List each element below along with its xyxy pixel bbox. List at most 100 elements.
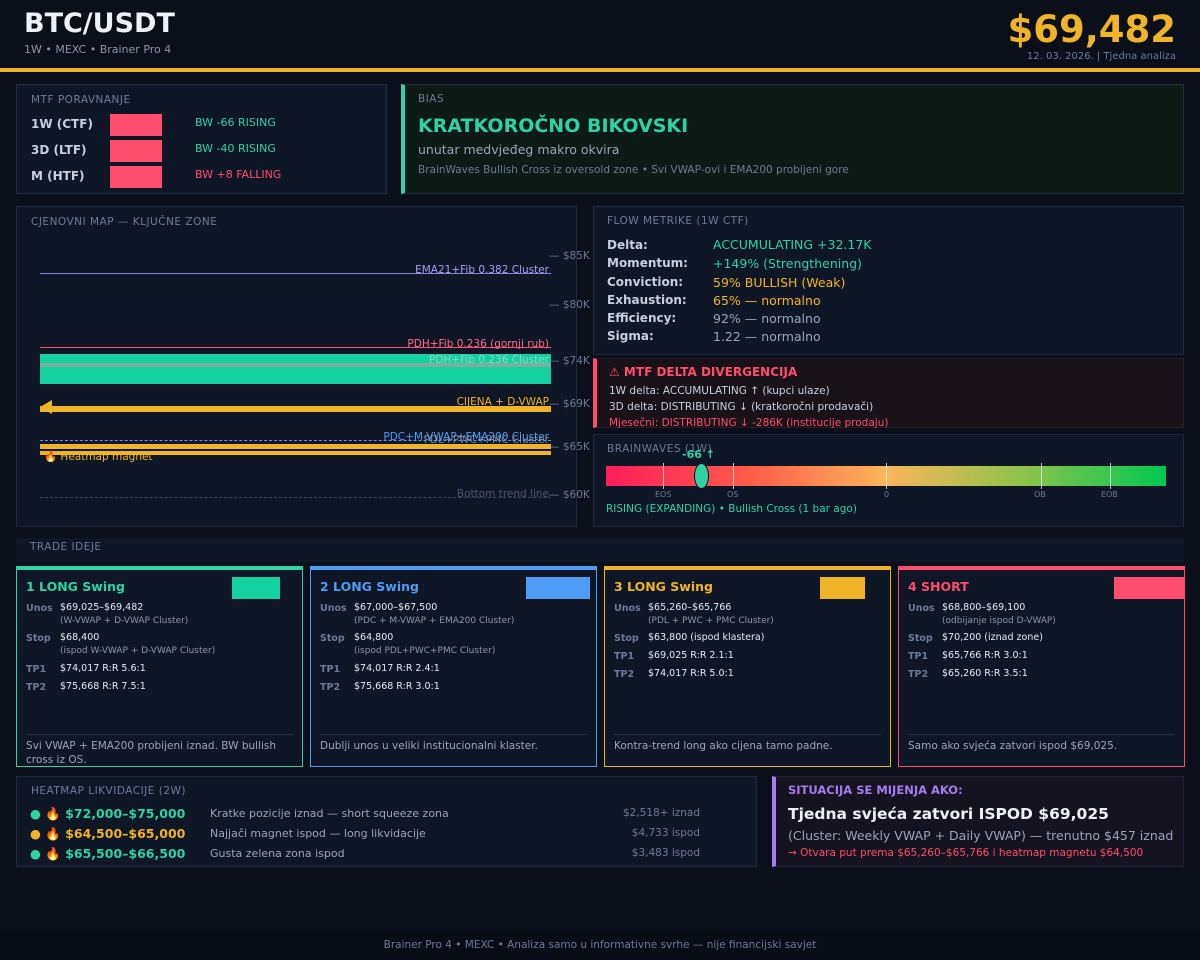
brainwaves-title: BRAINWAVES (1W) [607, 443, 713, 455]
heatmap-range: ● 🔥 $65,500–$66,500 [30, 846, 185, 862]
card-divider [26, 734, 293, 735]
tp2-label: TP2 [320, 682, 341, 693]
pdc-line [40, 440, 551, 441]
gauge-label: 0 [884, 490, 890, 499]
card-note: Dublji unos u veliki institucionalni kla… [320, 740, 538, 752]
divergence-line: 3D delta: DISTRIBUTING ↓ (kratkoročni pr… [609, 401, 874, 413]
entry-label: Unos [908, 603, 935, 614]
heatmap-band [40, 444, 551, 449]
heatmap-panel: HEATMAP LIKVIDACIJE (2W) ● 🔥 $72,000–$75… [16, 776, 757, 867]
gauge-tick-ob [1041, 463, 1042, 489]
flow-title: FLOW METRIKE (1W CTF) [607, 215, 749, 227]
brainwaves-status: RISING (EXPANDING) • Bullish Cross (1 ba… [606, 503, 857, 515]
heatmap-amount: $2,518+ iznad [622, 807, 700, 819]
heatmap-desc: Najjači magnet ispod — long likvidacije [210, 827, 426, 840]
entry-label: Unos [26, 603, 53, 614]
entry-note: (W-VWAP + D-VWAP Cluster) [60, 616, 189, 626]
price-tick: — $85K [549, 250, 590, 262]
stop-note: (ispod PDL+PWC+PMC Cluster) [354, 646, 496, 656]
stop-label: Stop [908, 633, 933, 644]
tp1-value: $74,017 R:R 2.4:1 [354, 663, 440, 674]
tp2-label: TP2 [26, 682, 47, 693]
bullet-icon: ● [30, 806, 41, 821]
tp1-value: $74,017 R:R 5.6:1 [60, 663, 146, 674]
analysis-date: 12. 03. 2026. | Tjedna analiza [1026, 51, 1176, 62]
pdc-label: PDC+M-VWAP+EMA200 Cluster [383, 431, 549, 443]
card-divider [320, 734, 587, 735]
card-accent [604, 566, 891, 570]
tp2-value: $75,668 R:R 3.0:1 [354, 681, 440, 692]
heatmap-amount: $4,733 ispod [631, 827, 700, 839]
fire-icon: 🔥 [45, 806, 61, 821]
card-note: Svi VWAP + EMA200 probijeni iznad. BW bu… [26, 740, 277, 766]
card-heading: 2 LONG Swing [320, 579, 419, 594]
mtf-tf-label: 3D (LTF) [31, 143, 87, 157]
card-divider [908, 734, 1175, 735]
heatmap-title: HEATMAP LIKVIDACIJE (2W) [31, 785, 186, 797]
tp1-label: TP1 [614, 651, 635, 662]
bias-headline: KRATKOROČNO BIKOVSKI [418, 115, 689, 137]
entry-note: (odbijanje ispod D-VWAP) [942, 616, 1056, 626]
mtf-tf-label: 1W (CTF) [31, 117, 93, 131]
mtf-bar [110, 140, 162, 162]
tp2-value: $74,017 R:R 5.0:1 [648, 668, 734, 679]
ema21-label: EMA21+Fib 0.382 Cluster [415, 264, 549, 276]
trade-card: 1 LONG Swing Unos $69,025–$69,482 (W-VWA… [16, 566, 303, 767]
bias-subline: unutar medvjeđeg makro okvira [418, 142, 620, 157]
gauge-tick-eos [663, 463, 664, 489]
flow-value: +149% (Strengthening) [713, 256, 862, 271]
flow-key: Momentum: [607, 256, 688, 270]
trade-card: 3 LONG Swing Unos $65,260–$65,766 (PDL +… [604, 566, 891, 767]
pdl-label: PDL+PWC+PMC Cluster [423, 434, 549, 446]
divergence-title: ⚠ MTF DELTA DIVERGENCIJA [609, 365, 798, 379]
fire-icon: 🔥 [44, 451, 58, 463]
entry-value: $69,025–$69,482 [60, 602, 144, 613]
trade-ideas-title: TRADE IDEJE [30, 541, 102, 553]
stop-value: $70,200 (iznad zone) [942, 632, 1043, 643]
flow-value: 59% BULLISH (Weak) [713, 275, 846, 290]
gauge-value: -66 ↑ [682, 448, 715, 461]
mtf-bar [110, 166, 162, 188]
situation-title: SITUACIJA SE MIJENJA AKO: [788, 783, 963, 797]
heatmap-band [40, 451, 551, 455]
divergence-line: 1W delta: ACCUMULATING ↑ (kupci ulaze) [609, 385, 830, 397]
footer: Brainer Pro 4 • MEXC • Analiza samo u in… [0, 930, 1200, 960]
zone-midline [40, 363, 551, 367]
tp1-label: TP1 [320, 664, 341, 675]
stop-value: $63,800 (ispod klastera) [648, 632, 765, 643]
card-chip [526, 577, 590, 599]
pdh-line [40, 347, 551, 348]
price-map-title: CJENOVNI MAP — KLJUČNE ZONE [31, 216, 218, 228]
card-chip [1114, 577, 1185, 599]
fire-icon: 🔥 [45, 826, 61, 841]
heatmap-magnet-label: 🔥 Heatmap magnet [44, 450, 153, 463]
entry-label: Unos [614, 603, 641, 614]
card-chip [232, 577, 280, 599]
card-note: Samo ako svjeća zatvori ispod $69,025. [908, 740, 1118, 752]
heatmap-range: ● 🔥 $64,500–$65,000 [30, 826, 185, 842]
flow-key: Sigma: [607, 329, 654, 343]
gauge-marker [694, 463, 709, 489]
price-tick: — $74K [549, 355, 590, 367]
brainwaves-panel: BRAINWAVES (1W) EOS OS 0 OB EOB -66 ↑ RI… [593, 434, 1184, 527]
bullet-icon: ● [30, 826, 41, 841]
tp1-value: $65,766 R:R 3.0:1 [942, 650, 1028, 661]
flow-value: 65% — normalno [713, 293, 821, 308]
stop-value: $68,400 [60, 632, 100, 643]
situation-consequence: → Otvara put prema $65,260–$65,766 i hea… [788, 847, 1144, 859]
gauge-tick-zero [886, 463, 887, 489]
bottom-trend-label: Bottom trend line [456, 488, 549, 500]
gauge-label: OS [727, 490, 739, 499]
card-accent [16, 566, 303, 570]
stop-value: $64,800 [354, 632, 394, 643]
heatmap-magnet-text: Heatmap magnet [60, 451, 153, 463]
price-tick: — $60K [549, 489, 590, 501]
card-note: Kontra-trend long ako cijena tamo padne. [614, 740, 833, 752]
heatmap-range-text: $72,000–$75,000 [65, 806, 186, 821]
mtf-title: MTF PORAVNANJE [31, 94, 131, 106]
mtf-value: BW +8 FALLING [195, 168, 282, 181]
price-arrow-icon [40, 400, 52, 414]
mtf-value: BW -40 RISING [195, 142, 276, 155]
stop-label: Stop [26, 633, 51, 644]
gauge-label: OB [1034, 490, 1046, 499]
